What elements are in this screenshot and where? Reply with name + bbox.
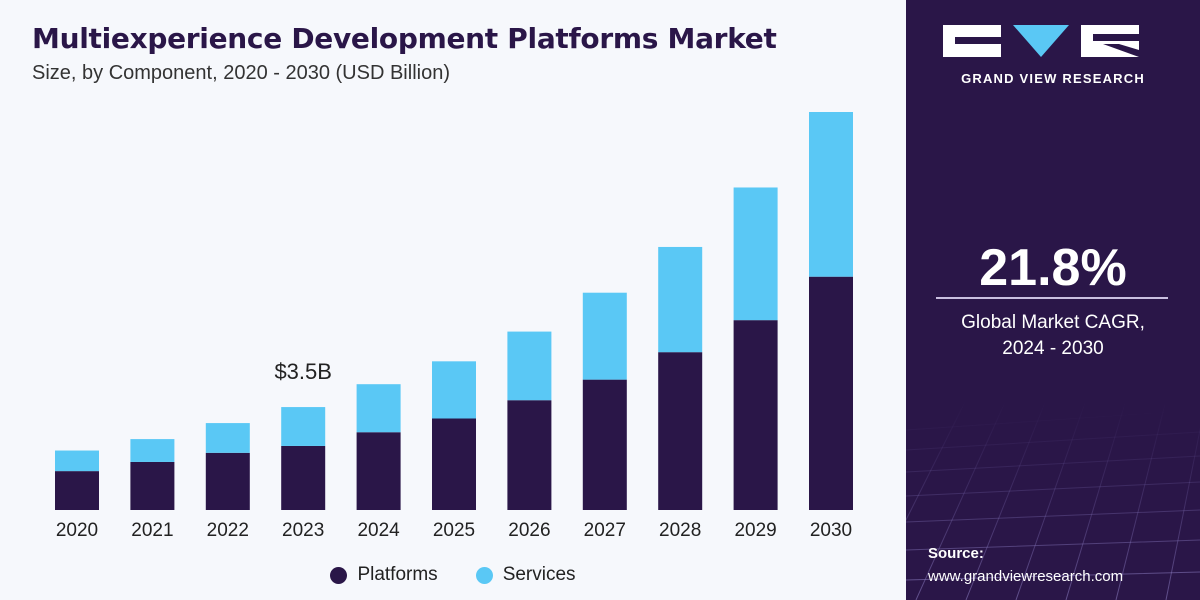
source-label: Source: bbox=[928, 545, 984, 562]
bar-platforms-2029 bbox=[733, 320, 778, 510]
x-tick-label-2022: 2022 bbox=[207, 520, 249, 541]
x-tick-label-2025: 2025 bbox=[433, 520, 475, 541]
chart-area: 2020 2021 2022 2023 2024 2025 2026 2027 2028 2029… bbox=[55, 112, 853, 541]
source-link[interactable]: www.grandviewresearch.com bbox=[928, 568, 1124, 585]
bar-platforms-2024 bbox=[356, 432, 401, 510]
bar-platforms-2025 bbox=[432, 418, 476, 510]
bar-services-2027 bbox=[582, 292, 627, 380]
annotation-label-2023: $3.5B bbox=[274, 359, 332, 384]
x-tick-label-2023: 2023 bbox=[282, 520, 324, 541]
bar-platforms-2026 bbox=[507, 400, 552, 510]
bar-services-2028 bbox=[658, 246, 703, 353]
cagr-label: Global Market CAGR, 2024 - 2030 bbox=[906, 310, 1200, 362]
bar-platforms-2023 bbox=[281, 445, 326, 510]
cagr-divider bbox=[936, 297, 1168, 299]
x-tick-label-2028: 2028 bbox=[659, 520, 701, 541]
bar-services-2021 bbox=[130, 439, 175, 462]
decorative-grid-background bbox=[906, 399, 1200, 600]
bar-platforms-2022 bbox=[205, 452, 250, 510]
bar-services-2024 bbox=[356, 384, 401, 433]
bar-services-2025 bbox=[432, 361, 476, 419]
brand-name: GRAND VIEW RESEARCH bbox=[961, 71, 1145, 86]
info-panel: GRAND VIEW RESEARCH 21.8% Global Market … bbox=[906, 0, 1200, 600]
legend-label-platforms: Platforms bbox=[357, 564, 438, 585]
x-tick-label-2027: 2027 bbox=[584, 520, 626, 541]
cagr-label-line2: 2024 - 2030 bbox=[1002, 338, 1104, 359]
gvr-logo-icon bbox=[943, 22, 1163, 67]
x-tick-label-2029: 2029 bbox=[734, 520, 776, 541]
bar-services-2023 bbox=[281, 407, 326, 446]
cagr-label-line1: Global Market CAGR, bbox=[961, 312, 1145, 333]
chart-panel: 2020 2021 2022 2023 2024 2025 2026 2027 2028 2029… bbox=[0, 22, 906, 589]
chart-subtitle: Size, by Component, 2020 - 2030 (USD Bil… bbox=[32, 62, 450, 84]
bar-services-2020 bbox=[55, 450, 99, 472]
x-tick-label-2024: 2024 bbox=[357, 520, 400, 541]
x-tick-label-2030: 2030 bbox=[810, 520, 852, 541]
x-tick-label-2026: 2026 bbox=[508, 520, 550, 541]
cagr-value: 21.8% bbox=[979, 239, 1127, 297]
bar-services-2022 bbox=[205, 423, 250, 453]
chart-legend: Platforms Services bbox=[0, 561, 906, 589]
bar-platforms-2027 bbox=[582, 379, 627, 510]
bar-services-2030 bbox=[809, 112, 853, 277]
bar-platforms-2030 bbox=[809, 276, 853, 510]
x-tick-label-2020: 2020 bbox=[56, 520, 98, 541]
legend-label-services: Services bbox=[502, 564, 576, 585]
legend-item-services: Services bbox=[475, 561, 576, 589]
legend-swatch-platforms bbox=[330, 566, 348, 584]
bar-platforms-2021 bbox=[130, 461, 175, 510]
bar-services-2026 bbox=[507, 331, 552, 401]
chart-title: Multiexperience Development Platforms Ma… bbox=[32, 22, 777, 55]
legend-swatch-services bbox=[475, 566, 493, 584]
x-tick-label-2021: 2021 bbox=[131, 520, 173, 541]
bar-platforms-2028 bbox=[658, 352, 703, 510]
bar-platforms-2020 bbox=[55, 471, 99, 510]
legend-item-platforms: Platforms bbox=[330, 561, 438, 589]
bar-services-2029 bbox=[733, 187, 778, 321]
